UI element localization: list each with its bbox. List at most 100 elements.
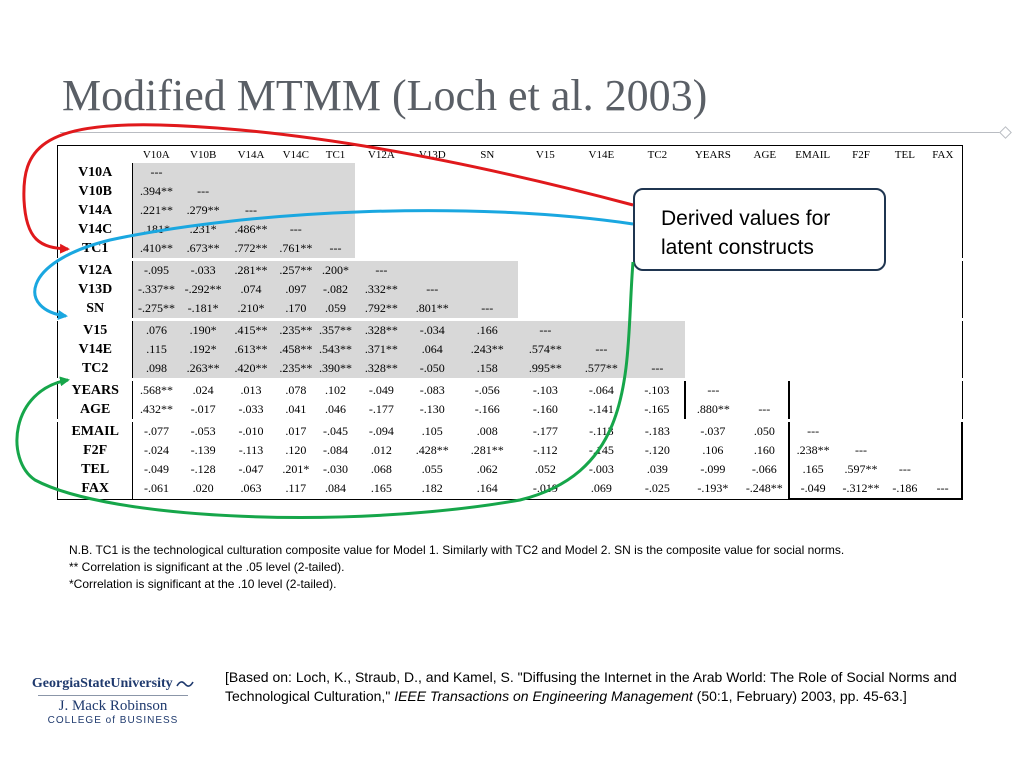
table-cell: -.049 xyxy=(787,479,837,500)
column-header-tc1: TC1 xyxy=(325,148,346,161)
table-cell: --- xyxy=(924,479,963,500)
row-label: V10B xyxy=(57,182,134,201)
empty-cell xyxy=(316,220,355,239)
table-cell: -.099 xyxy=(700,462,726,476)
table-cell: -.064 xyxy=(572,378,630,400)
empty-cell xyxy=(836,419,886,441)
table-cell: --- xyxy=(179,182,227,201)
table-cell: .102 xyxy=(316,378,355,400)
table-cell: .332** xyxy=(354,280,408,299)
table-cell: .543** xyxy=(316,340,355,359)
table-cell: .013 xyxy=(226,378,276,400)
table-cell: .020 xyxy=(192,481,214,496)
table-row-sn: SN -.275** -.181* .210* .170.059.792** .801**… xyxy=(57,299,963,320)
table-cell: .328** xyxy=(354,318,408,340)
table-row-v14e: V14E .115.192* .613** .458** .543** .371** .06… xyxy=(57,340,963,359)
table-cell: .055 xyxy=(421,462,443,476)
table-cell: .792** xyxy=(354,299,408,320)
table-cell: -.047 xyxy=(238,462,264,476)
row-label: TC1 xyxy=(57,239,134,260)
slide-title: Modified MTMM (Loch et al. 2003) xyxy=(62,71,708,120)
table-cell: -.030 xyxy=(323,462,349,476)
table-cell: -.061 xyxy=(144,481,170,496)
table-cell: -.034 xyxy=(407,318,457,340)
green-arrow-to-tc2 xyxy=(15,261,635,519)
table-cell: .062 xyxy=(476,462,498,476)
table-cell: .568** xyxy=(132,378,180,400)
table-cell: .078 xyxy=(275,378,317,400)
callout-text: Derived values for latent constructs xyxy=(661,204,830,262)
table-row-v10a: V10A --- xyxy=(57,163,963,182)
table-cell: .117 xyxy=(285,481,307,496)
column-header-v14c: V14C xyxy=(282,148,309,161)
empty-cell xyxy=(836,318,886,340)
table-cell: .673** xyxy=(179,239,227,260)
table-cell: .761** xyxy=(275,239,317,260)
empty-cell xyxy=(885,318,925,340)
table-cell: .257** xyxy=(275,258,317,280)
table-cell: --- xyxy=(683,378,741,400)
table-cell: -.049 xyxy=(144,462,170,476)
empty-cell xyxy=(924,378,962,400)
table-cell: .574** xyxy=(517,340,573,359)
empty-cell xyxy=(924,441,963,460)
table-body: V10A --- V10B .394** --- V14A .221** .279** --- V… xyxy=(57,163,963,500)
column-header-f2f: F2F xyxy=(852,148,870,161)
empty-cell xyxy=(740,378,790,400)
logo-university-name: GeorgiaStateUniversity xyxy=(31,676,173,691)
table-cell: .182 xyxy=(421,481,443,496)
title-divider xyxy=(60,132,1002,133)
table-cell: .281** xyxy=(470,443,504,457)
table-cell: .995** xyxy=(517,359,573,380)
table-row-fax: FAX -.061.020.063.117.084.165.182.164 -.01… xyxy=(57,479,963,500)
column-header-v10b: V10B xyxy=(190,148,217,161)
table-cell: .084 xyxy=(325,481,347,496)
table-cell: -.037 xyxy=(684,419,741,441)
row-label: V13D xyxy=(57,280,134,299)
table-cell: .420** xyxy=(226,359,276,380)
table-row-years: YEARS .568** .024.013.078.102 -.049 -.083 -.0… xyxy=(57,378,962,400)
table-cell: -.025 xyxy=(644,481,670,496)
empty-cell xyxy=(179,163,227,182)
empty-cell xyxy=(885,378,925,400)
table-cell: -.084 xyxy=(323,443,349,457)
empty-cell xyxy=(226,182,276,201)
table-row-v12a: V12A -.095 -.033.281** .257** .200* --- xyxy=(57,258,962,280)
table-cell: --- xyxy=(456,299,518,320)
row-label: TEL xyxy=(57,460,134,479)
table-cell: --- xyxy=(855,443,868,457)
table-cell: -.312** xyxy=(836,479,886,500)
row-label: F2F xyxy=(57,441,134,460)
table-cell: .064 xyxy=(407,340,457,359)
callout-box: Derived values for latent constructs xyxy=(633,188,886,271)
table-cell: .390** xyxy=(316,359,355,380)
table-cell: .486** xyxy=(226,220,276,239)
note-composite: N.B. TC1 is the technological culturatio… xyxy=(69,543,845,557)
row-label: YEARS xyxy=(57,378,134,400)
empty-cell xyxy=(885,419,925,441)
table-cell: --- xyxy=(572,340,630,359)
table-cell: .192* xyxy=(179,340,227,359)
table-cell: .160 xyxy=(753,443,775,457)
column-header-years: YEARS xyxy=(694,148,731,161)
table-cell: -.141 xyxy=(588,402,614,416)
table-cell: -.103 xyxy=(629,378,685,400)
table-cell: .068 xyxy=(370,462,392,476)
table-cell: .050 xyxy=(740,419,789,441)
table-cell: .120 xyxy=(285,443,307,457)
table-cell: -.120 xyxy=(644,443,670,457)
table-cell: --- xyxy=(226,201,276,220)
table-row-tc1: TC1.410** .673** .772** .761** --- xyxy=(57,239,963,260)
table-cell: .210* xyxy=(226,299,276,320)
table-cell: -.019 xyxy=(532,481,558,496)
table-cell: .801** xyxy=(407,299,457,320)
table-cell: .613** xyxy=(226,340,276,359)
table-row-v13d: V13D -.337** -.292** .074.097 -.082.332** --- xyxy=(57,280,963,299)
empty-cell xyxy=(456,258,518,280)
table-cell: -.094 xyxy=(354,419,408,441)
row-label: SN xyxy=(57,299,134,320)
empty-cell xyxy=(924,258,962,280)
table-cell: -.103 xyxy=(517,378,573,400)
table-cell: .235** xyxy=(275,318,317,340)
